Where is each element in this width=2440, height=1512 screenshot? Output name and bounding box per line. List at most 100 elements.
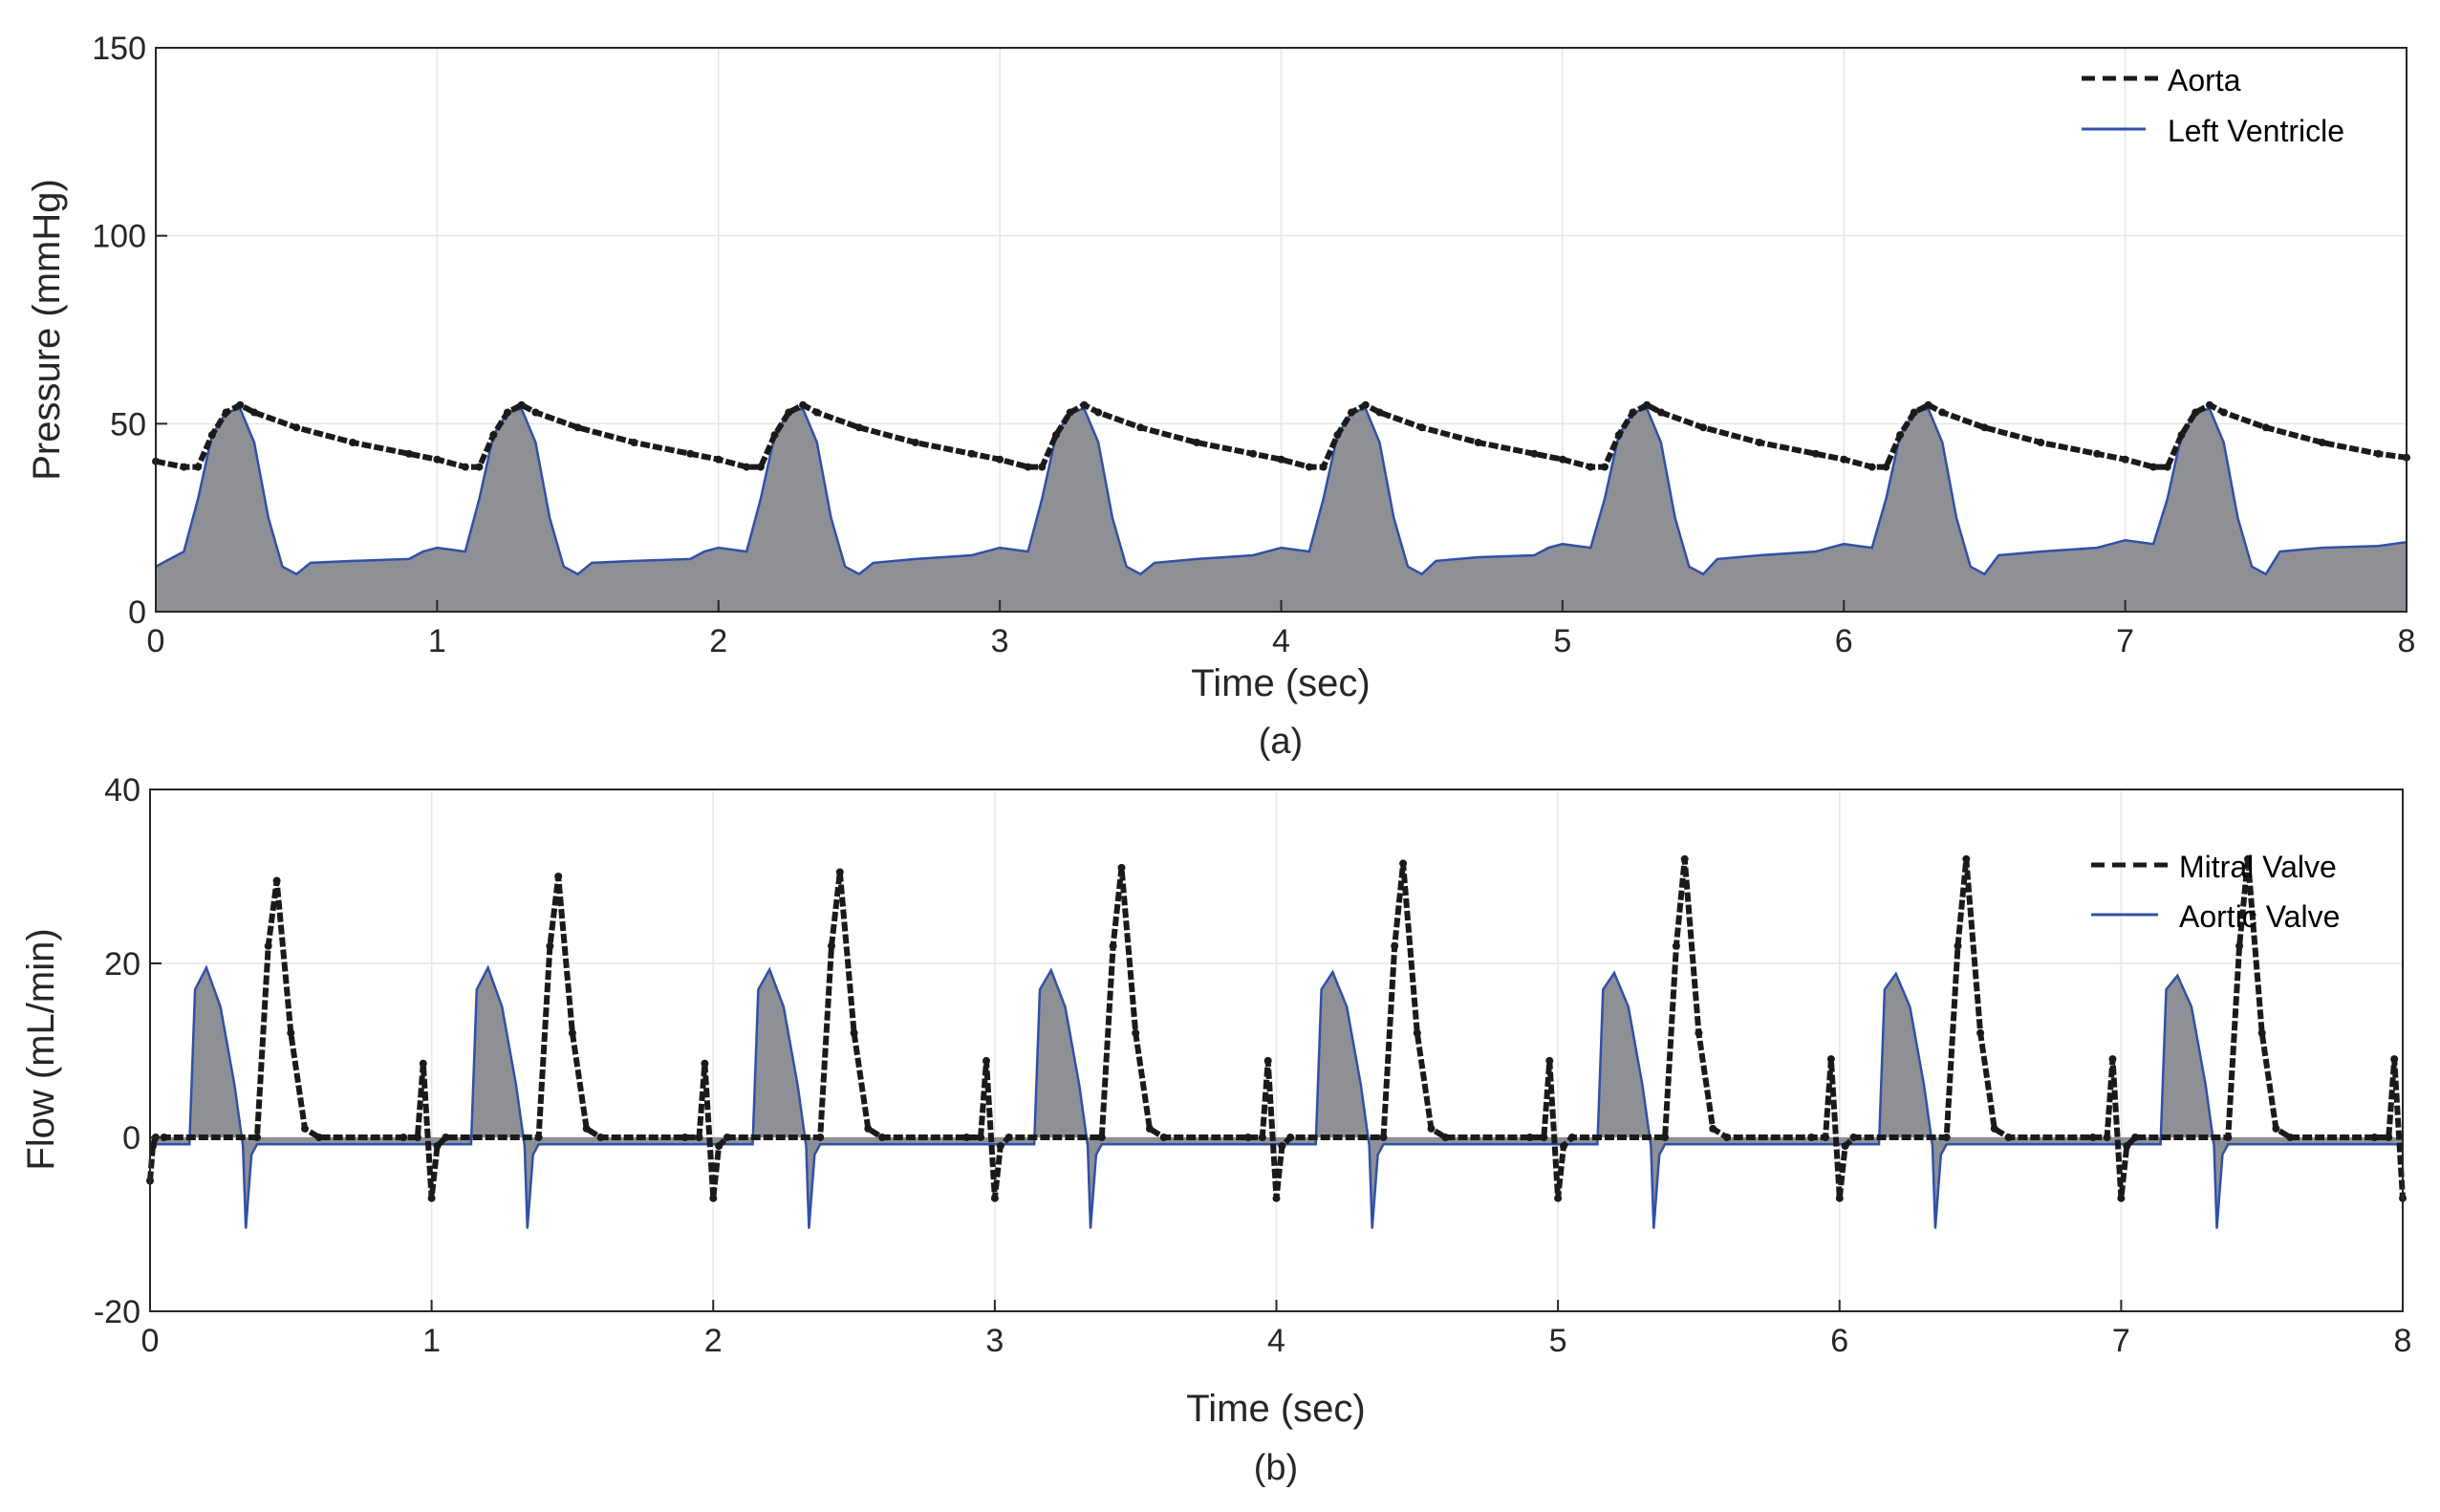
aorta-point bbox=[1305, 463, 1313, 471]
left-ventricle-area bbox=[156, 408, 2407, 612]
aorta-point bbox=[531, 408, 540, 417]
x-tick-label: 8 bbox=[2398, 623, 2416, 659]
mitral-valve-point bbox=[1841, 1142, 1849, 1151]
mitral-valve-point bbox=[413, 1134, 421, 1141]
mitral-valve-point bbox=[1263, 1056, 1272, 1065]
mitral-valve-point bbox=[272, 876, 281, 885]
aorta-point bbox=[1558, 455, 1566, 464]
x-tick-label: 3 bbox=[991, 623, 1009, 659]
mitral-valve-point bbox=[1109, 941, 1117, 950]
y-tick-label: 40 bbox=[104, 772, 140, 809]
legend-a: Aorta Left Ventricle bbox=[2082, 63, 2344, 148]
aorta-point bbox=[714, 455, 723, 464]
aorta-point bbox=[1656, 408, 1665, 417]
x-tick-label: 2 bbox=[704, 1323, 723, 1359]
mitral-valve-point bbox=[1567, 1134, 1576, 1141]
y-ticks-a: 0 50 100 150 bbox=[92, 31, 167, 631]
mitral-valve-point bbox=[2235, 941, 2244, 950]
aorta-point bbox=[770, 431, 779, 440]
aorta-point bbox=[743, 463, 751, 471]
aorta-point bbox=[1052, 431, 1060, 440]
aorta-point bbox=[222, 408, 230, 417]
aorta-point bbox=[1136, 423, 1145, 432]
aorta-point bbox=[433, 455, 442, 464]
mitral-valve-point bbox=[835, 868, 844, 876]
caption-a: (a) bbox=[1259, 722, 1303, 762]
mitral-valve-point bbox=[2390, 1055, 2399, 1064]
aorta-point bbox=[1587, 463, 1595, 471]
x-tick-label: 5 bbox=[1553, 623, 1571, 659]
aorta-point bbox=[785, 408, 793, 417]
aorta-point bbox=[967, 449, 976, 458]
mitral-valve-point bbox=[816, 1134, 825, 1141]
aorta-point bbox=[1924, 400, 1933, 409]
aorta-point bbox=[1066, 408, 1074, 417]
mitral-valve-point bbox=[1962, 854, 1971, 863]
x-ticks-a: 0 1 2 3 4 5 6 7 8 bbox=[147, 600, 2416, 659]
aorta-point bbox=[756, 463, 765, 471]
mitral-valve-point bbox=[1540, 1134, 1548, 1141]
aorta-point bbox=[1868, 463, 1876, 471]
mitral-valve-point bbox=[419, 1059, 427, 1068]
pressure-chart: 0 1 2 3 4 5 6 7 8 0 50 100 150 Time (sec) Pressure … bbox=[26, 31, 2415, 762]
x-tick-label: 4 bbox=[1267, 1323, 1285, 1359]
aorta-point bbox=[854, 423, 863, 432]
aorta-point bbox=[1080, 400, 1089, 409]
aorta-point bbox=[1614, 431, 1623, 440]
mitral-valve-point bbox=[1672, 941, 1680, 950]
mitral-valve-point bbox=[1709, 1124, 1717, 1133]
x-axis-label-b: Time (sec) bbox=[1186, 1388, 1365, 1430]
y-tick-label: 100 bbox=[92, 219, 146, 255]
mitral-valve-point bbox=[2244, 854, 2252, 863]
aorta-point bbox=[1840, 455, 1848, 464]
aorta-point bbox=[1910, 408, 1918, 417]
mitral-valve-point bbox=[1244, 1134, 1252, 1141]
aorta-point bbox=[194, 463, 203, 471]
aorta-point bbox=[1333, 431, 1342, 440]
aorta-point bbox=[504, 408, 511, 417]
aorta-point bbox=[180, 463, 188, 471]
mitral-valve-point bbox=[1278, 1142, 1286, 1151]
mitral-valve-point bbox=[2088, 1134, 2097, 1141]
mitral-valve-point bbox=[701, 1059, 709, 1068]
mitral-valve-point bbox=[582, 1124, 591, 1133]
aorta-point bbox=[1024, 463, 1032, 471]
aorta-point bbox=[799, 400, 808, 409]
mitral-valve-point bbox=[1990, 1124, 1998, 1133]
mitral-valve-point bbox=[433, 1142, 442, 1151]
mitral-valve-point bbox=[864, 1124, 873, 1133]
aorta-point bbox=[1643, 400, 1652, 409]
series-group-a bbox=[152, 400, 2410, 612]
x-axis-label-a: Time (sec) bbox=[1191, 662, 1370, 704]
x-tick-label: 3 bbox=[985, 1323, 1004, 1359]
aorta-point bbox=[207, 431, 216, 440]
mitral-valve-point bbox=[1822, 1134, 1829, 1141]
mitral-valve-point bbox=[1258, 1134, 1266, 1141]
legend-mitral-label: Mitral Valve bbox=[2179, 850, 2337, 884]
mitral-valve-point bbox=[2108, 1055, 2117, 1064]
aorta-point bbox=[349, 439, 357, 446]
aorta-point bbox=[236, 400, 245, 409]
x-tick-label: 4 bbox=[1272, 623, 1290, 659]
mitral-valve-point bbox=[1441, 1134, 1450, 1141]
aorta-point bbox=[1319, 463, 1328, 471]
aorta-point bbox=[1094, 408, 1103, 417]
aorta-point bbox=[517, 400, 526, 409]
aorta-point bbox=[1417, 423, 1426, 432]
aorta-point bbox=[1811, 449, 1820, 458]
mitral-valve-point bbox=[1159, 1134, 1168, 1141]
aorta-point bbox=[1980, 423, 1989, 432]
aorta-point bbox=[573, 423, 582, 432]
y-ticks-b: -20 0 20 40 bbox=[94, 772, 162, 1330]
mitral-valve-point bbox=[1004, 1134, 1013, 1141]
mitral-valve-point bbox=[1695, 1028, 1703, 1037]
mitral-valve-point bbox=[977, 1134, 985, 1141]
aorta-point bbox=[1629, 408, 1637, 417]
aorta-point bbox=[2149, 463, 2158, 471]
aorta-point bbox=[2163, 463, 2171, 471]
mitral-valve-point bbox=[1132, 1028, 1140, 1037]
mitral-valve-point bbox=[996, 1142, 1004, 1151]
legend-aorta-label: Aorta bbox=[2168, 63, 2241, 97]
